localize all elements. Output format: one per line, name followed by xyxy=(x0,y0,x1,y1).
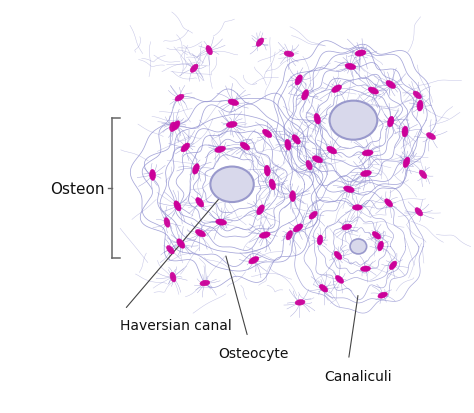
Ellipse shape xyxy=(295,76,302,85)
Ellipse shape xyxy=(240,143,250,151)
Ellipse shape xyxy=(164,218,170,228)
Ellipse shape xyxy=(342,225,352,230)
Text: Osteon: Osteon xyxy=(50,181,105,196)
Ellipse shape xyxy=(327,147,337,154)
Ellipse shape xyxy=(284,52,294,57)
Ellipse shape xyxy=(177,239,185,249)
Text: Canaliculi: Canaliculi xyxy=(324,369,392,383)
Ellipse shape xyxy=(256,39,264,47)
Ellipse shape xyxy=(200,280,210,286)
Ellipse shape xyxy=(388,117,394,128)
Ellipse shape xyxy=(312,157,323,164)
Ellipse shape xyxy=(264,166,270,177)
Ellipse shape xyxy=(378,292,387,299)
Ellipse shape xyxy=(361,266,371,272)
Ellipse shape xyxy=(402,127,408,138)
Ellipse shape xyxy=(192,164,199,175)
Text: Haversian canal: Haversian canal xyxy=(119,319,231,332)
Ellipse shape xyxy=(257,205,264,215)
Ellipse shape xyxy=(150,170,155,181)
Ellipse shape xyxy=(427,133,436,140)
Ellipse shape xyxy=(336,276,344,284)
Ellipse shape xyxy=(210,167,254,202)
Ellipse shape xyxy=(166,246,174,254)
Ellipse shape xyxy=(317,235,323,245)
Ellipse shape xyxy=(372,232,381,240)
Ellipse shape xyxy=(334,252,342,260)
Ellipse shape xyxy=(306,161,312,171)
Ellipse shape xyxy=(195,230,206,237)
Ellipse shape xyxy=(292,135,300,145)
Ellipse shape xyxy=(419,171,427,179)
Ellipse shape xyxy=(314,114,320,125)
Ellipse shape xyxy=(403,158,410,168)
Ellipse shape xyxy=(309,212,317,220)
Ellipse shape xyxy=(181,144,190,152)
Ellipse shape xyxy=(319,285,328,292)
Ellipse shape xyxy=(390,261,397,270)
Ellipse shape xyxy=(269,180,275,190)
Ellipse shape xyxy=(350,240,366,254)
Ellipse shape xyxy=(415,208,423,216)
Ellipse shape xyxy=(227,122,237,128)
Ellipse shape xyxy=(228,100,238,106)
Ellipse shape xyxy=(215,147,226,153)
Ellipse shape xyxy=(175,95,184,102)
Ellipse shape xyxy=(345,64,356,70)
Ellipse shape xyxy=(417,101,423,112)
Ellipse shape xyxy=(386,81,395,89)
Ellipse shape xyxy=(355,51,366,57)
Ellipse shape xyxy=(190,65,198,73)
Ellipse shape xyxy=(353,205,362,211)
Ellipse shape xyxy=(172,121,180,131)
Ellipse shape xyxy=(260,233,270,239)
Text: Osteocyte: Osteocyte xyxy=(218,346,289,360)
Ellipse shape xyxy=(361,171,371,177)
Ellipse shape xyxy=(285,140,291,151)
Ellipse shape xyxy=(170,123,175,132)
Ellipse shape xyxy=(216,220,227,225)
Ellipse shape xyxy=(385,199,392,207)
Ellipse shape xyxy=(249,257,259,264)
Ellipse shape xyxy=(174,201,181,211)
Ellipse shape xyxy=(329,101,377,140)
Ellipse shape xyxy=(368,88,378,95)
Ellipse shape xyxy=(263,130,272,138)
Ellipse shape xyxy=(293,224,303,233)
Ellipse shape xyxy=(332,85,342,93)
Ellipse shape xyxy=(362,151,373,157)
Ellipse shape xyxy=(290,191,296,202)
Ellipse shape xyxy=(378,242,383,251)
Ellipse shape xyxy=(206,46,212,56)
Ellipse shape xyxy=(302,90,309,101)
Ellipse shape xyxy=(295,300,305,306)
Ellipse shape xyxy=(344,187,354,193)
Ellipse shape xyxy=(413,92,421,100)
Ellipse shape xyxy=(170,273,176,282)
Ellipse shape xyxy=(286,231,292,240)
Ellipse shape xyxy=(196,198,204,207)
